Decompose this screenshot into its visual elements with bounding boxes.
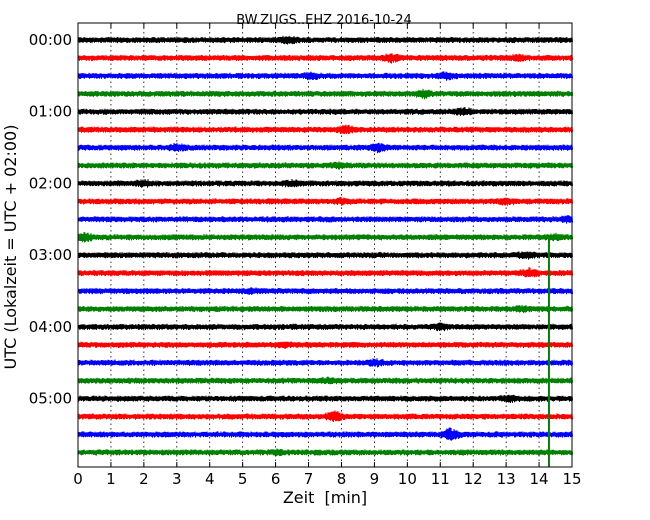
seismic-trace bbox=[77, 35, 573, 45]
seismic-trace bbox=[77, 107, 573, 116]
y-tick-label: 04:00 bbox=[29, 318, 72, 336]
x-axis-ticks: 0 1 2 3 4 5 6 7 8 9 10 11 12 13 14 15 bbox=[73, 23, 582, 488]
seismic-trace bbox=[77, 410, 573, 422]
seismic-trace bbox=[77, 215, 573, 224]
seismic-trace bbox=[77, 196, 573, 206]
y-tick-label: 02:00 bbox=[29, 174, 72, 192]
seismic-trace bbox=[77, 71, 573, 81]
y-tick-label: 01:00 bbox=[29, 103, 72, 121]
x-tick-label: 4 bbox=[205, 470, 215, 488]
y-axis-label: UTC (Lokalzeit = UTC + 02:00) bbox=[1, 125, 20, 370]
chart-title: BW.ZUGS..EHZ 2016-10-24 bbox=[236, 13, 412, 28]
x-tick-label: 6 bbox=[271, 470, 281, 488]
seismic-trace bbox=[77, 124, 573, 135]
x-axis-label: Zeit [min] bbox=[283, 488, 367, 507]
traces bbox=[77, 35, 573, 457]
seismic-trace bbox=[77, 251, 573, 260]
seismic-trace bbox=[77, 448, 573, 457]
seismic-trace bbox=[77, 322, 573, 332]
x-tick-label: 13 bbox=[497, 470, 516, 488]
x-tick-label: 2 bbox=[139, 470, 149, 488]
x-tick-label: 14 bbox=[530, 470, 549, 488]
x-tick-label: 10 bbox=[398, 470, 417, 488]
x-tick-label: 8 bbox=[337, 470, 347, 488]
seismic-trace bbox=[77, 304, 573, 314]
seismic-trace bbox=[77, 341, 573, 349]
seismic-trace bbox=[77, 232, 573, 243]
seismic-trace bbox=[77, 376, 573, 385]
seismic-trace bbox=[77, 358, 573, 368]
seismic-trace bbox=[77, 53, 573, 64]
x-tick-label: 3 bbox=[172, 470, 182, 488]
seismic-trace bbox=[77, 394, 573, 403]
x-tick-label: 7 bbox=[304, 470, 314, 488]
x-tick-label: 15 bbox=[562, 470, 581, 488]
seismic-trace bbox=[77, 142, 573, 154]
seismic-trace bbox=[77, 178, 573, 188]
seismic-trace bbox=[77, 88, 573, 100]
plot-frame bbox=[77, 22, 573, 468]
seismic-trace bbox=[77, 161, 573, 170]
x-tick-label: 11 bbox=[431, 470, 450, 488]
x-tick-label: 0 bbox=[73, 470, 83, 488]
y-tick-label: 03:00 bbox=[29, 246, 72, 264]
x-tick-label: 1 bbox=[106, 470, 116, 488]
y-tick-label: 00:00 bbox=[29, 31, 72, 49]
y-tick-label: 05:00 bbox=[29, 390, 72, 408]
seismic-trace bbox=[77, 427, 573, 441]
x-tick-label: 5 bbox=[238, 470, 248, 488]
x-tick-label: 9 bbox=[370, 470, 380, 488]
seismic-trace bbox=[77, 287, 573, 295]
x-tick-label: 12 bbox=[464, 470, 483, 488]
y-axis-ticks: 00:00 01:00 02:00 03:00 04:00 05:00 bbox=[29, 31, 572, 408]
seismic-trace bbox=[77, 267, 573, 278]
